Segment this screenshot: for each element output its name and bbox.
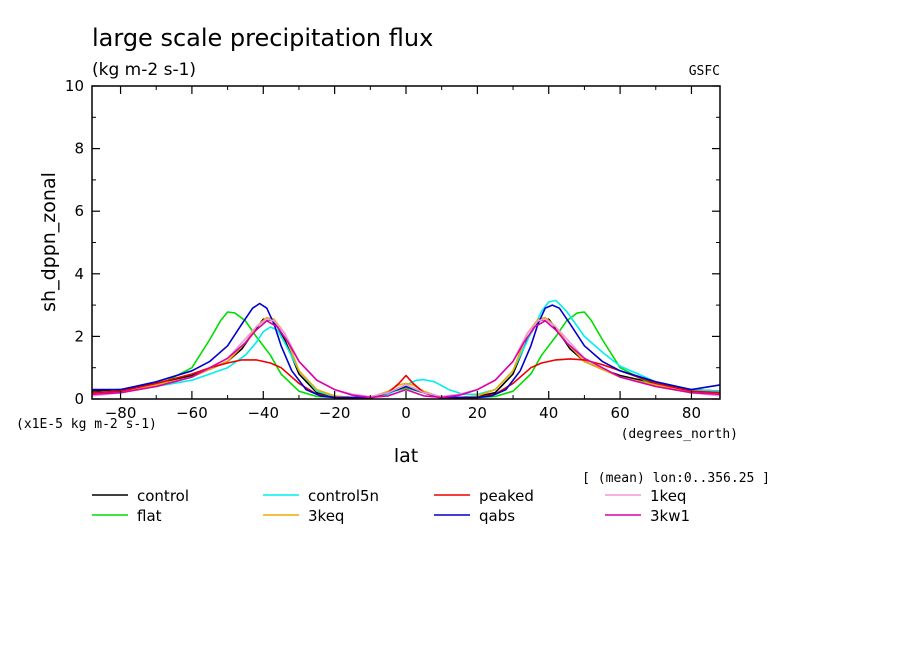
series-line-qabs [92,302,721,399]
x-tick-label: −20 [319,404,351,422]
y-tick-label: 8 [74,140,84,158]
series-line-3keq [91,316,721,399]
legend-label-control: control [137,487,189,505]
x-tick-label: 20 [468,404,487,422]
series-line-control5n [91,299,721,399]
chart-title: large scale precipitation flux [92,24,433,52]
legend-label-1keq: 1keq [650,487,686,505]
footnote-label: [ (mean) lon:0..356.25 ] [582,471,770,486]
y-axis-label: sh_dppn_zonal [38,172,60,312]
chart-subtitle: (kg m-2 s-1) [92,60,196,80]
x-axis-ticks: −80 −60 −40 −20 0 20 40 60 80 [105,86,701,422]
series-line-flat [91,311,721,399]
x-axis-label: lat [394,445,418,467]
x-tick-label: −40 [247,404,279,422]
x-tick-label: 60 [611,404,630,422]
y-tick-label: 10 [65,77,84,95]
x-tick-label: 40 [539,404,558,422]
legend-label-flat: flat [137,507,162,525]
x-tick-label: 0 [401,404,411,422]
y-tick-label: 0 [74,390,84,408]
legend: control flat control5n 3keq peaked qabs 1keq 3k… [92,487,690,525]
y-axis-ticks: 0 2 4 6 8 10 [65,77,720,408]
y-tick-label: 6 [74,202,84,220]
legend-label-peaked: peaked [479,487,534,505]
plot-frame [91,85,721,400]
x-tick-label: −80 [105,404,137,422]
x-tick-label: 80 [682,404,701,422]
series-line-peaked [91,358,721,400]
x-units-label: (degrees_north) [621,427,738,442]
y-tick-label: 4 [74,265,84,283]
x-tick-label: −60 [176,404,208,422]
legend-label-qabs: qabs [479,507,515,525]
series-line-3kw1 [91,319,721,399]
y-tick-label: 2 [74,327,84,345]
series-line-1keq [91,318,721,398]
legend-label-3kw1: 3kw1 [650,507,690,525]
legend-label-control5n: control5n [308,487,379,505]
source-label: GSFC [689,64,720,79]
plot-series-group [91,299,721,400]
legend-label-3keq: 3keq [308,507,344,525]
y-units-label: (x1E-5 kg m-2 s-1) [16,417,157,432]
